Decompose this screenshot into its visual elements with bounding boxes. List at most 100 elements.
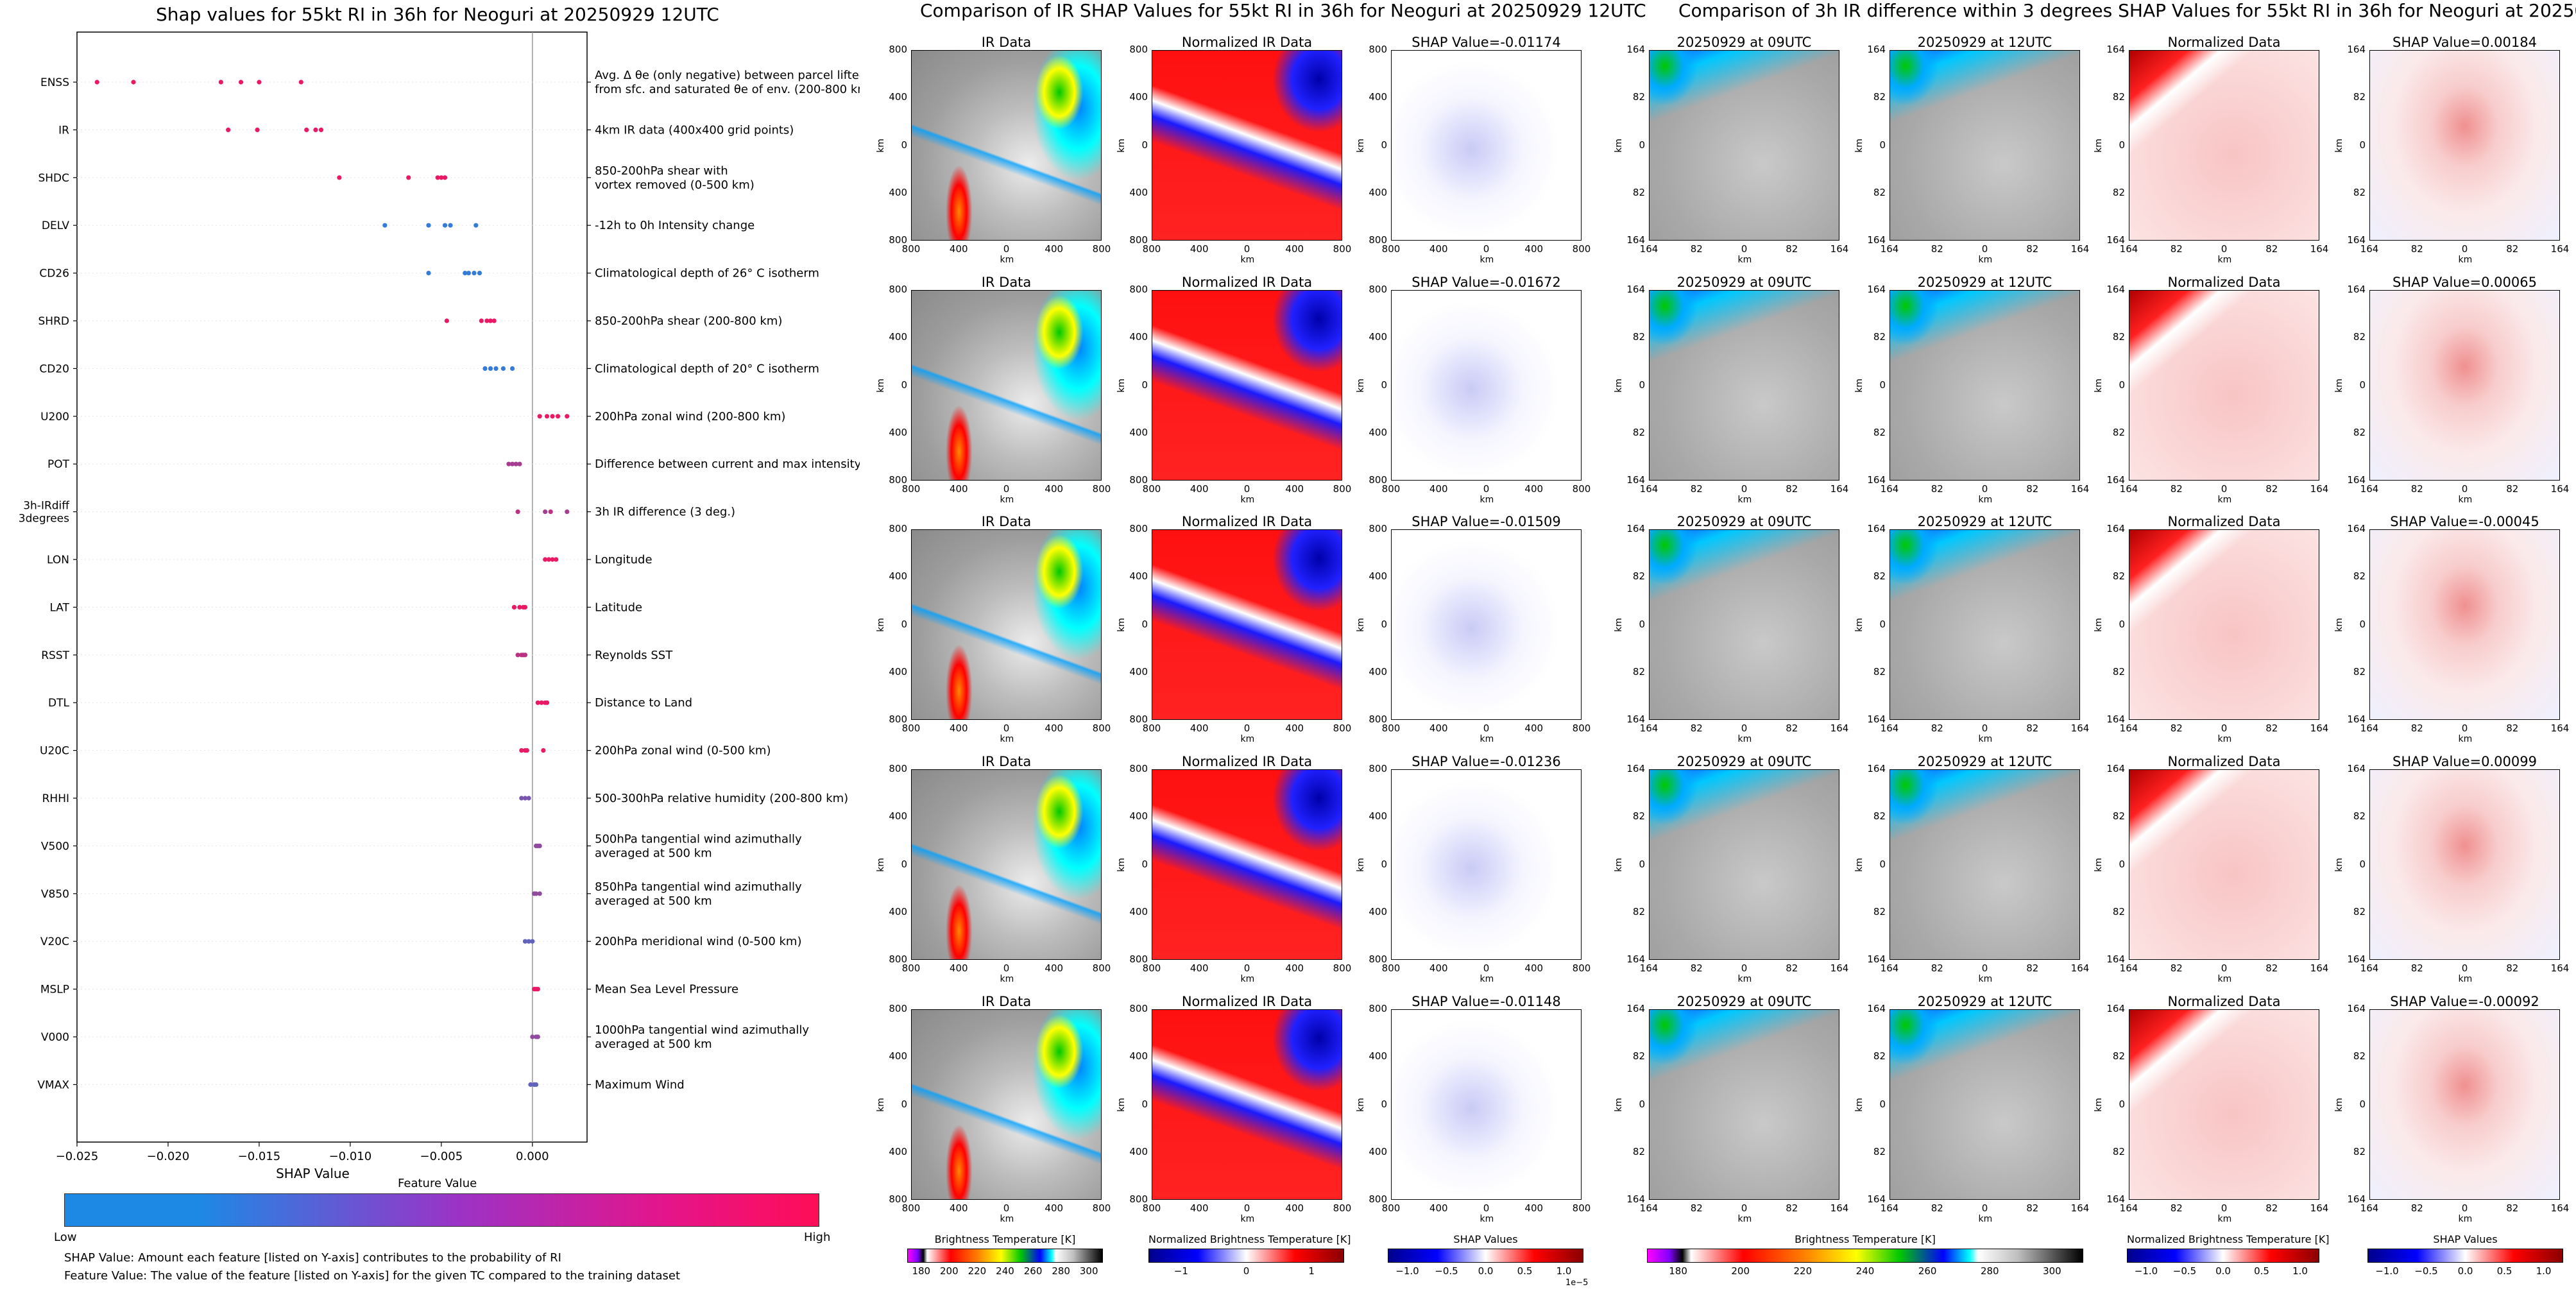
shap-point	[555, 414, 561, 419]
xtick-label: 800	[1333, 243, 1352, 255]
xaxis-unit-label: km	[1737, 974, 1752, 984]
feature-description: -12h to 0h Intensity change	[595, 219, 755, 232]
shap-point	[535, 1034, 540, 1039]
colorbar-tick-label: 0.0	[2457, 1265, 2473, 1277]
xtick-label: 164	[2360, 962, 2379, 974]
yaxis-unit-label: km	[2093, 857, 2104, 872]
panel-title: Normalized IR Data	[1181, 754, 1313, 769]
image-panel	[1649, 50, 1839, 241]
xaxis-unit-label: km	[2217, 1214, 2232, 1224]
ytick-label: 0	[1879, 858, 1886, 870]
feature-code-label: RSST	[41, 649, 69, 662]
ytick-label: 0	[901, 139, 907, 151]
colorbar-tick-label: 280	[1052, 1265, 1070, 1277]
feature-code-label: DTL	[48, 697, 69, 710]
ytick-label: 800	[1129, 1003, 1148, 1014]
ytick-label: 0	[1141, 139, 1148, 151]
ytick-label: 800	[1369, 953, 1387, 965]
panel-title: SHAP Value=-0.01672	[1412, 275, 1561, 290]
xtick-label: 800	[1092, 483, 1111, 495]
shap-point	[426, 271, 431, 276]
shap-point	[439, 175, 444, 180]
shap-point	[515, 509, 520, 515]
xtick-label: 82	[1931, 722, 1943, 734]
xtick-label: 0	[1741, 1202, 1748, 1214]
ytick-label: 800	[889, 474, 907, 486]
feature-code-label: V850	[41, 888, 69, 901]
ytick-label: 400	[1129, 810, 1148, 823]
xtick-label: 82	[1690, 722, 1703, 734]
feature-description: Climatological depth of 20° C isotherm	[595, 362, 819, 375]
xaxis-unit-label: km	[1737, 1214, 1752, 1224]
xtick-label: 164	[2070, 722, 2090, 734]
colorbar-tick-label: 1.0	[2536, 1265, 2552, 1277]
image-panel	[1152, 290, 1342, 481]
shap-point	[473, 223, 479, 228]
xtick-label: −0.025	[56, 1150, 99, 1163]
shap-point	[337, 175, 342, 180]
xaxis-unit-label: km	[2217, 974, 2232, 984]
ytick-label: 82	[2112, 1050, 2125, 1063]
xtick-label: 0	[1741, 962, 1748, 974]
feature-description: 200hPa meridional wind (0-500 km)	[595, 935, 801, 948]
shap-point	[522, 939, 528, 944]
xtick-label: 800	[1381, 722, 1401, 734]
image-panel	[2129, 769, 2319, 960]
colorbar-gradient	[1388, 1249, 1583, 1263]
shap-point	[382, 223, 388, 228]
feature-description: averaged at 500 km	[595, 846, 712, 860]
xtick-label: 0	[1483, 243, 1490, 255]
ytick-label: 82	[2353, 1050, 2366, 1063]
ytick-label: 0	[2359, 379, 2366, 391]
ytick-label: 164	[1867, 523, 1886, 534]
colorbar-tick-label: −1.0	[1395, 1265, 1419, 1277]
xaxis-unit-label: km	[1000, 255, 1014, 265]
ytick-label: 0	[2119, 139, 2125, 151]
ytick-label: 0	[2119, 1098, 2125, 1110]
xtick-label: 800	[1333, 722, 1352, 734]
ytick-label: 164	[1626, 523, 1645, 534]
xtick-label: 164	[2070, 962, 2090, 974]
yaxis-unit-label: km	[1116, 138, 1127, 153]
ytick-label: 0	[2119, 618, 2125, 630]
ytick-label: 82	[2353, 91, 2366, 103]
yaxis-unit-label: km	[1854, 138, 1864, 153]
shap-point	[550, 557, 555, 562]
ytick-label: 0	[2119, 379, 2125, 391]
feature-code-label: CD20	[39, 363, 69, 375]
colorbar-tick-label: −1.0	[2375, 1265, 2399, 1277]
xtick-label: 0	[1003, 243, 1010, 255]
feature-description: vortex removed (0-500 km)	[595, 178, 755, 192]
xtick-label: 0	[2461, 483, 2468, 495]
xtick-label: 164	[2119, 1202, 2138, 1214]
image-panel	[1391, 50, 1582, 241]
xaxis-unit-label: km	[2458, 255, 2473, 265]
ytick-label: 0	[1639, 618, 1645, 630]
yaxis-unit-label: km	[1116, 378, 1127, 393]
ytick-label: 400	[889, 1050, 907, 1063]
xaxis-unit-label: km	[1978, 734, 1993, 744]
xtick-label: 0	[2221, 243, 2228, 255]
ytick-label: 164	[1867, 44, 1886, 55]
ytick-label: 800	[1369, 44, 1387, 55]
yaxis-unit-label: km	[1355, 857, 1366, 872]
colorbar-tick-label: 220	[968, 1265, 987, 1277]
xtick-label: 800	[1572, 1202, 1591, 1214]
ytick-label: 400	[889, 570, 907, 583]
xtick-label: 82	[2506, 483, 2519, 495]
shap-point	[255, 127, 260, 132]
ytick-label: 82	[1873, 570, 1886, 583]
xtick-label: 400	[1524, 722, 1544, 734]
ytick-label: 800	[1369, 284, 1387, 295]
feature-code-label: V000	[41, 1031, 69, 1044]
yaxis-unit-label: km	[2333, 1097, 2344, 1112]
xaxis-unit-label: km	[1000, 1214, 1014, 1224]
shap-point	[479, 318, 484, 323]
xtick-label: 164	[2550, 243, 2570, 255]
ytick-label: 82	[1632, 426, 1645, 438]
shap-point	[500, 366, 506, 371]
ytick-label: 0	[2359, 139, 2366, 151]
xtick-label: 164	[2119, 962, 2138, 974]
ytick-label: 0	[2119, 858, 2125, 870]
ytick-label: 800	[889, 713, 907, 725]
